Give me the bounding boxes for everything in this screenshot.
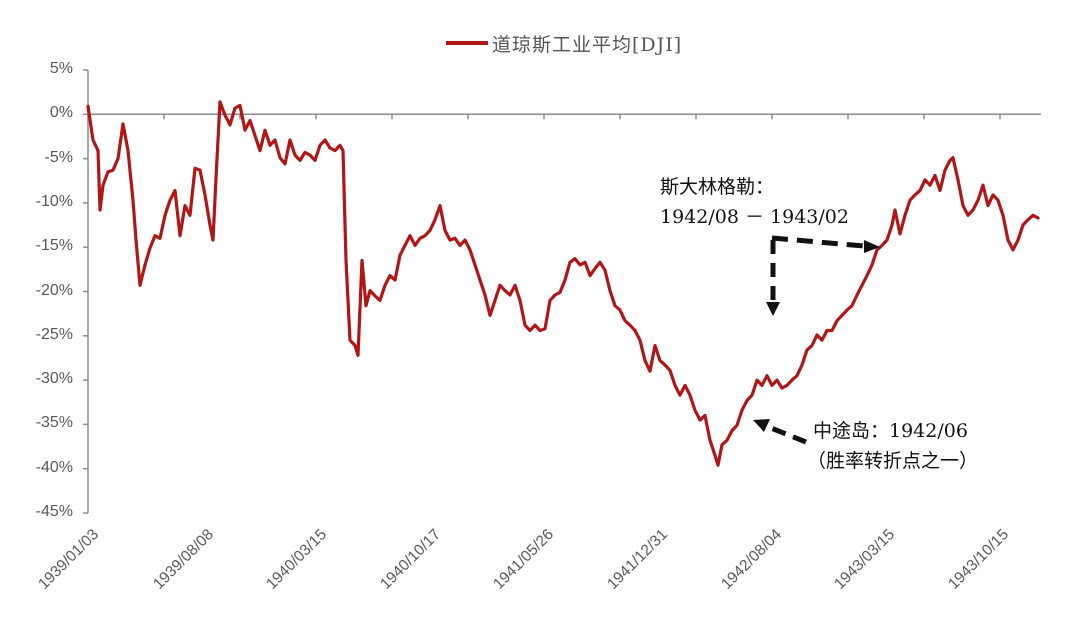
- y-tick-label: -35%: [35, 414, 73, 432]
- y-tick-label: 0%: [49, 104, 73, 122]
- y-tick-label: -40%: [35, 458, 73, 476]
- y-tick-label: -45%: [35, 503, 73, 520]
- stalingrad-arrowhead-right: [864, 240, 880, 253]
- midway-note: （胜率转折点之一）: [807, 450, 979, 472]
- legend: 道琼斯工业平均[DJI]: [446, 28, 682, 58]
- annotation-arrows: [753, 235, 880, 445]
- y-tick-label: -25%: [35, 325, 73, 343]
- y-tick-label: -30%: [35, 370, 73, 388]
- stalingrad-title: 斯大林格勒：: [660, 176, 775, 198]
- stalingrad-arrow-horizontal: [771, 235, 865, 249]
- midway-arrowhead: [753, 419, 770, 432]
- y-tick-label: -10%: [35, 192, 73, 210]
- legend-line-swatch: [446, 41, 488, 45]
- midway-arrow: [765, 423, 807, 445]
- y-tick-label: -5%: [44, 148, 73, 166]
- y-tick-label: -15%: [35, 237, 73, 255]
- axes: [83, 69, 1041, 514]
- stalingrad-date-range: 1942/08 － 1943/02: [660, 206, 849, 228]
- dji-series-line: [86, 100, 1040, 467]
- y-tick-label: 5%: [49, 60, 73, 77]
- midway-title: 中途岛：1942/06: [813, 420, 968, 442]
- stalingrad-arrowhead-down: [766, 302, 780, 316]
- stalingrad-annotation: 斯大林格勒： 1942/08 － 1943/02: [660, 172, 849, 232]
- y-tick-label: -20%: [35, 281, 73, 299]
- midway-annotation: 中途岛：1942/06 （胜率转折点之一）: [807, 416, 978, 476]
- legend-label: 道琼斯工业平均[DJI]: [492, 33, 683, 56]
